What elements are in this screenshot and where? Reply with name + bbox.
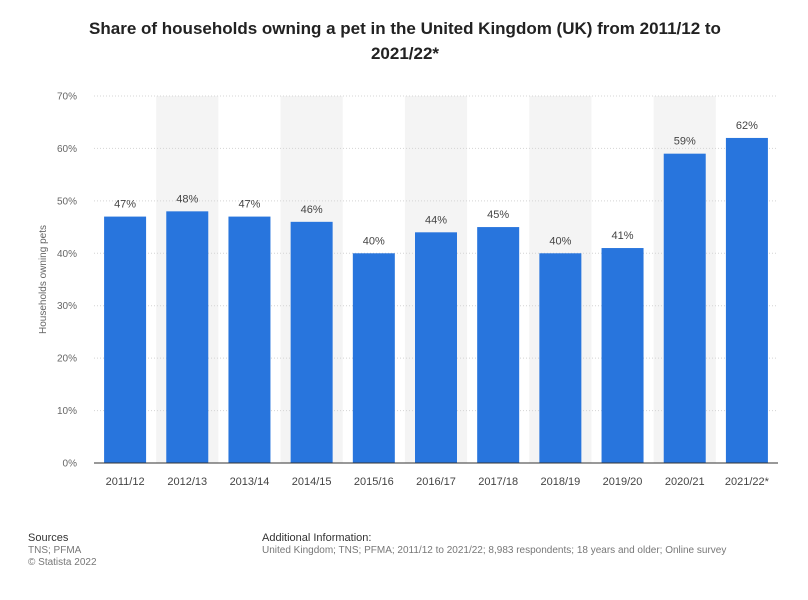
x-tick-label: 2013/14 — [230, 476, 270, 488]
additional-info-heading: Additional Information: — [262, 532, 372, 544]
bar — [663, 153, 706, 463]
sources-text: TNS; PFMA — [28, 545, 82, 556]
x-tick-label: 2011/12 — [106, 476, 145, 488]
bar — [601, 248, 644, 463]
y-tick-label: 50% — [57, 196, 77, 207]
data-labels: 47% 48% 47% 46% 40% 44% 45% 40% 41% 59% 62% — [114, 120, 758, 247]
data-label: 46% — [301, 204, 323, 216]
y-tick-label: 20% — [57, 354, 77, 365]
x-tick-label: 2014/15 — [292, 476, 332, 488]
bar-chart: 0%10%20%30%40%50%60%70% 47% 48% 47% 46%40%4… — [38, 92, 778, 488]
chart-title: Share of households owning a pet in the … — [89, 19, 721, 63]
y-tick-label: 40% — [57, 249, 77, 260]
bar — [104, 216, 147, 463]
y-tick-label: 70% — [57, 92, 77, 103]
sources-block: Sources TNS; PFMA © Statista 2022 — [28, 532, 97, 569]
bar — [477, 227, 520, 463]
data-label: 48% — [176, 193, 198, 205]
y-tick-label: 30% — [57, 301, 77, 312]
x-axis-ticks: 2011/12 2012/13 2013/14 2014/15 2015/16 2016/… — [106, 476, 770, 488]
copyright-text: © Statista 2022 — [28, 557, 97, 568]
x-tick-label: 2018/19 — [540, 476, 580, 488]
bar — [725, 137, 768, 463]
data-label: 47% — [238, 199, 260, 211]
x-tick-label: 2017/18 — [478, 476, 518, 488]
data-label: 40% — [363, 235, 385, 247]
y-axis-ticks: 0% 10% 20% 30% 40% 50% 60% 70% — [57, 92, 77, 470]
bar — [228, 216, 271, 463]
bar — [352, 253, 395, 463]
x-tick-label: 2016/17 — [416, 476, 456, 488]
y-tick-label: 60% — [57, 144, 77, 155]
y-tick-label: 10% — [57, 406, 77, 417]
y-axis-label: Households owning pets — [38, 225, 49, 334]
additional-info-block: Additional Information: United Kingdom; … — [262, 532, 726, 557]
x-tick-label: 2012/13 — [167, 476, 207, 488]
x-tick-label: 2020/21 — [665, 476, 705, 488]
bar — [415, 232, 457, 463]
data-label: 44% — [425, 214, 447, 226]
data-label: 62% — [736, 120, 758, 132]
sources-heading: Sources — [28, 532, 69, 544]
additional-info-text: United Kingdom; TNS; PFMA; 2011/12 to 20… — [262, 545, 727, 556]
data-label: 45% — [487, 209, 509, 221]
data-label: 59% — [674, 136, 696, 148]
y-tick-label: 0% — [63, 459, 78, 470]
data-label: 40% — [549, 235, 571, 247]
data-label: 41% — [612, 230, 634, 242]
x-tick-label: 2019/20 — [603, 476, 643, 488]
x-tick-label: 2021/22* — [725, 476, 770, 488]
bar — [166, 211, 209, 463]
x-tick-label: 2015/16 — [354, 476, 394, 488]
data-label: 47% — [114, 199, 136, 211]
bar — [290, 221, 333, 463]
bars — [104, 137, 768, 463]
bar — [539, 253, 582, 463]
